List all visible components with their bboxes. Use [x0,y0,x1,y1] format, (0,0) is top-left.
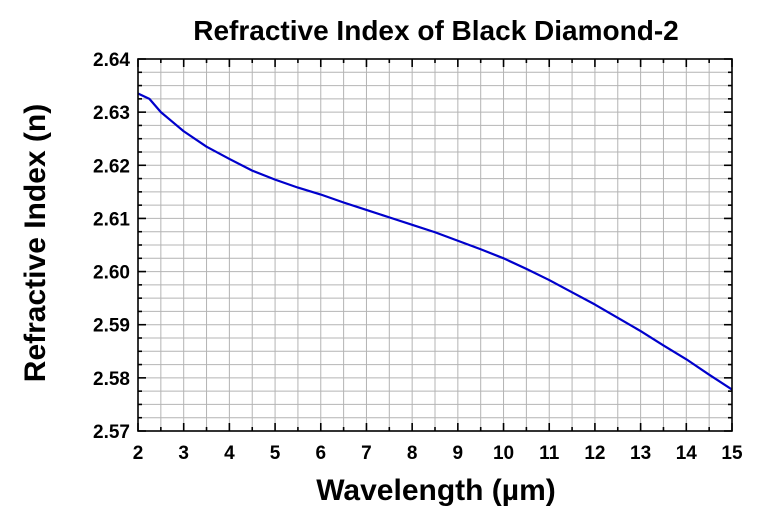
x-tick-label: 8 [407,443,418,464]
y-tick-label: 2.63 [93,103,130,124]
y-tick-label: 2.57 [93,422,130,443]
x-tick-label: 12 [584,443,605,464]
chart-title: Refractive Index of Black Diamond-2 [193,15,678,46]
x-axis-label: Wavelength (µm) [316,474,556,507]
gridlines [138,59,732,431]
series-line [137,92,733,391]
y-tick-label: 2.61 [93,209,130,230]
y-tick-label: 2.64 [93,50,130,71]
y-axis-label: Refractive Index (n) [19,104,52,382]
x-tick-label: 15 [721,443,743,464]
x-tick-label: 5 [270,443,281,464]
x-tick-label: 11 [539,443,560,464]
x-tick-label: 13 [630,443,651,464]
y-tick-label: 2.59 [93,316,130,337]
y-axis-tick-labels: 2.57 2.58 2.59 2.60 2.61 2.62 2.63 2.64 [93,50,130,443]
x-tick-label: 2 [133,443,144,464]
y-tick-label: 2.60 [93,263,130,284]
axis-ticks [137,58,733,432]
x-tick-label: 14 [676,443,698,464]
x-tick-label: 4 [224,443,235,464]
x-tick-label: 10 [493,443,514,464]
x-tick-label: 6 [315,443,326,464]
x-tick-label: 9 [453,443,464,464]
y-tick-label: 2.58 [93,369,130,390]
series-layer [137,92,733,391]
x-tick-label: 7 [361,443,372,464]
x-tick-label: 3 [178,443,189,464]
y-tick-label: 2.62 [93,156,130,177]
x-axis-tick-labels: 2 3 4 5 6 7 8 9 10 11 12 13 14 15 [133,443,743,464]
